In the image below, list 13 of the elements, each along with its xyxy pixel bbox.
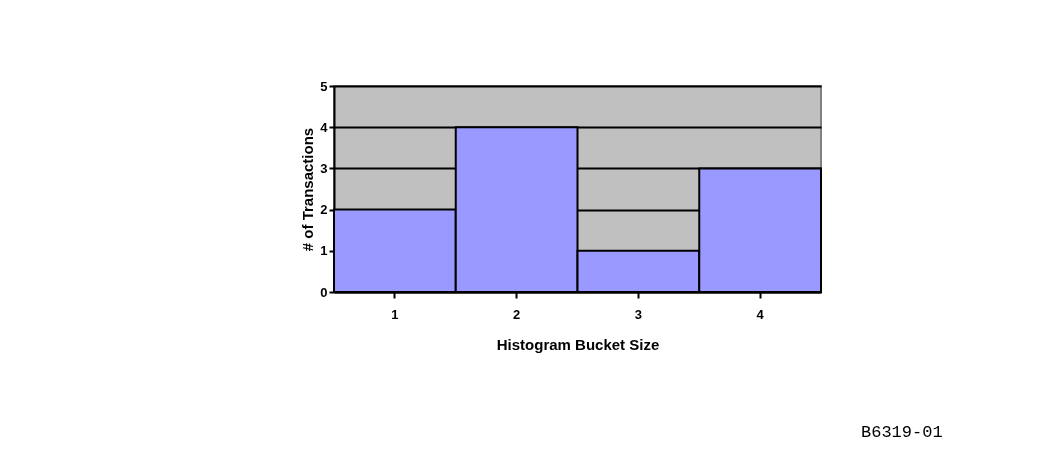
y-tick-label: 2 [320, 202, 328, 218]
x-tick-label: 2 [513, 306, 521, 322]
text: B6319-01 [861, 423, 943, 442]
y-tick-label: 1 [320, 243, 328, 259]
x-tick-label: 1 [391, 306, 399, 322]
x-tick-label: 4 [756, 306, 765, 322]
y-axis-title: # of Transactions [299, 127, 317, 252]
y-tick-label: 4 [320, 119, 329, 135]
x-axis-title: Histogram Bucket Size [496, 335, 660, 353]
y-tick-label: 0 [320, 284, 328, 300]
x-tick-label: 3 [634, 306, 642, 322]
y-tick-label: 5 [320, 78, 328, 94]
y-tick-label: 3 [320, 160, 328, 176]
